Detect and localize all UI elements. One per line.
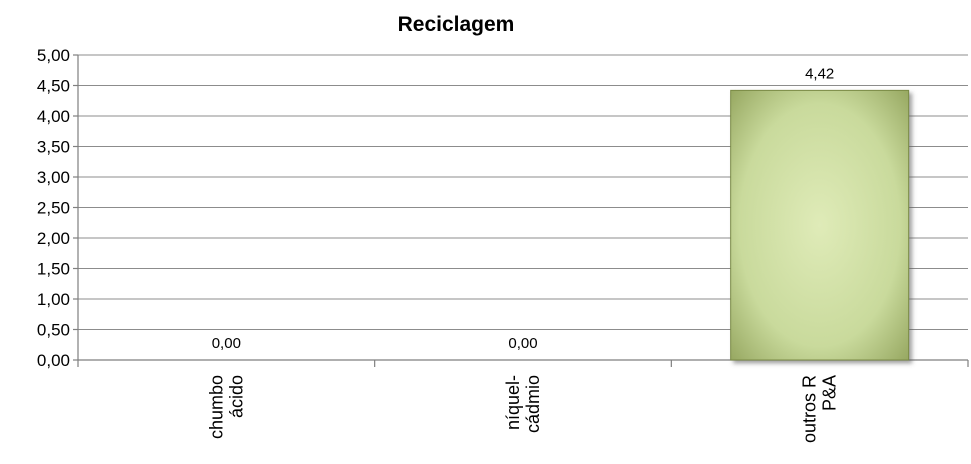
- category-label: níquel-cádmio: [503, 375, 543, 433]
- category-label-line: outros R: [800, 375, 820, 443]
- y-axis-ticks: 0,00 0,50 1,00 1,50 2,00 2,50 3,00 3,50 4,00 4,50…: [37, 46, 78, 370]
- category-labels: chumbo ácido níquel-cádmio outros R P&A: [206, 375, 839, 443]
- category-label-line: chumbo: [206, 375, 226, 439]
- y-tick-label: 1,50: [37, 260, 70, 279]
- y-tick-label: 0,00: [37, 351, 70, 370]
- y-tick-label: 3,50: [37, 138, 70, 157]
- y-tick-label: 1,00: [37, 290, 70, 309]
- y-tick-label: 2,50: [37, 199, 70, 218]
- chart-title: Reciclagem: [398, 13, 515, 36]
- category-label: chumbo ácido: [206, 375, 246, 439]
- y-tick-label: 3,00: [37, 168, 70, 187]
- y-tick-label: 2,00: [37, 229, 70, 248]
- category-label-line: níquel-: [503, 375, 523, 430]
- category-label-line: P&A: [820, 375, 840, 411]
- category-label: outros R P&A: [800, 375, 840, 443]
- data-label: 4,42: [805, 65, 834, 82]
- y-tick-label: 5,00: [37, 46, 70, 65]
- y-tick-label: 4,00: [37, 107, 70, 126]
- category-label-line: cádmio: [523, 375, 543, 433]
- y-tick-label: 0,50: [37, 321, 70, 340]
- bar: [730, 89, 910, 361]
- y-tick-label: 4,50: [37, 77, 70, 96]
- bars: [730, 89, 910, 361]
- gridlines: [78, 54, 968, 330]
- data-label: 0,00: [508, 335, 537, 352]
- category-label-line: ácido: [226, 375, 246, 418]
- data-label: 0,00: [212, 335, 241, 352]
- data-labels: 0,00 0,00 4,42: [212, 65, 835, 352]
